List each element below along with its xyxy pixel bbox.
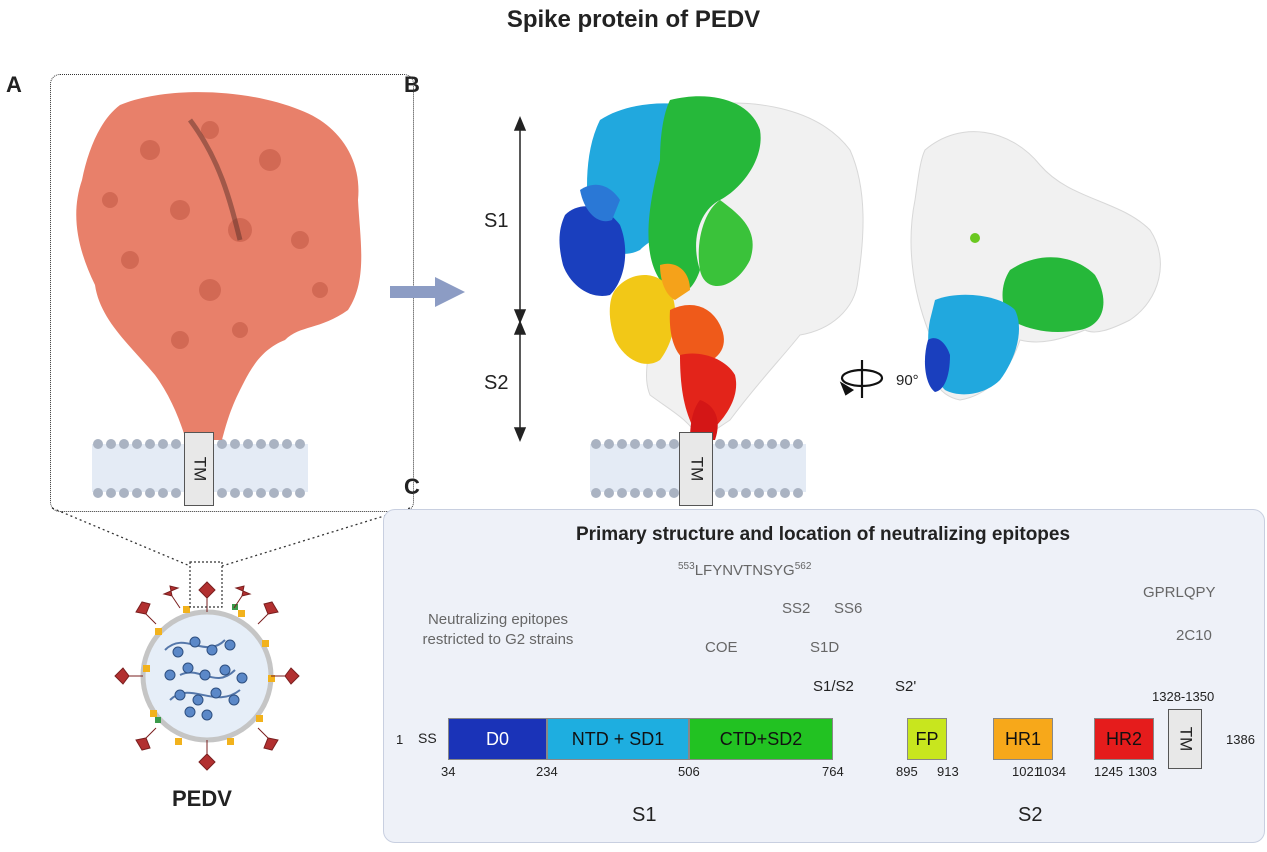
epitope-g2-line1: Neutralizing epitopes	[427, 611, 569, 628]
domain-fp: FP	[907, 718, 947, 760]
tm-label-b: TM	[686, 456, 706, 482]
pos-506: 506	[678, 764, 700, 779]
spike-top-view	[910, 131, 1161, 401]
epitope-g2-line2: restricted to G2 strains	[422, 631, 574, 648]
epitope-ss6: SS6	[834, 600, 863, 617]
s1-label-b: S1	[484, 210, 509, 232]
epitope-coe: COE	[705, 639, 738, 656]
domain-tm: TM	[1168, 709, 1202, 769]
domain-hr2: HR2	[1094, 718, 1154, 760]
panel-label-a: A	[6, 72, 22, 97]
figure-title: Spike protein of PEDV	[506, 6, 761, 33]
region-s1-label: S1	[632, 804, 657, 826]
epitope-s1d: S1D	[810, 639, 840, 656]
pos-34: 34	[441, 764, 456, 779]
epitope-gprlqpy: GPRLQPY	[1143, 584, 1216, 601]
pos-start: 1	[396, 732, 404, 747]
epitope-ss2: SS2	[782, 600, 811, 617]
region-s2-label: S2	[1018, 804, 1043, 826]
domain-ss-label: SS	[418, 730, 437, 746]
domain-ctd-sd2: CTD+SD2	[689, 718, 833, 760]
virus-label: PEDV	[172, 786, 232, 811]
domain-ntd-sd1: NTD + SD1	[547, 718, 689, 760]
pos-234: 234	[536, 764, 558, 779]
seq-start: 553	[678, 561, 695, 572]
zoom-line-left	[51, 507, 191, 567]
epitope-2c10: 2C10	[1176, 627, 1212, 644]
cleavage-s1s2-label: S1/S2	[813, 678, 854, 695]
domain-tm-label: TM	[1175, 726, 1195, 752]
pos-1245: 1245	[1094, 764, 1123, 779]
rotation-icon	[839, 360, 884, 398]
arrow-a-to-b	[390, 277, 465, 307]
pos-913: 913	[937, 764, 959, 779]
spike-surface-a	[76, 92, 362, 440]
panel-c-title: Primary structure and location of neutra…	[575, 524, 1071, 545]
rotation-label: 90°	[896, 372, 919, 389]
panel-c-box	[383, 509, 1265, 843]
virus-particle	[114, 561, 300, 771]
s1-s2-axis-arrows	[513, 116, 527, 442]
cleavage-s2prime-label: S2'	[895, 678, 917, 695]
domain-hr1: HR1	[993, 718, 1053, 760]
epitope-g2-label: Neutralizing epitopes restricted to G2 s…	[402, 610, 594, 650]
epitope-sequence: 553LFYNVTNSYG562	[678, 561, 811, 579]
pos-895: 895	[896, 764, 918, 779]
pos-764: 764	[822, 764, 844, 779]
seq-text: LFYNVTNSYG	[694, 562, 795, 579]
pos-1303: 1303	[1128, 764, 1157, 779]
pos-end: 1386	[1226, 732, 1255, 747]
zoom-line-right	[221, 507, 411, 567]
seq-end: 562	[794, 561, 812, 572]
pos-tm-range: 1328-1350	[1152, 689, 1215, 704]
tm-label-a: TM	[189, 456, 209, 482]
pos-1034: 1034	[1037, 764, 1066, 779]
panel-label-c: C	[404, 474, 420, 499]
domain-d0: D0	[448, 718, 547, 760]
tm-anchor-a: TM	[184, 432, 214, 506]
spike-surface-b	[559, 96, 864, 441]
s2-label-b: S2	[484, 372, 509, 394]
tm-anchor-b: TM	[679, 432, 713, 506]
pos-1021: 1021	[1012, 764, 1041, 779]
